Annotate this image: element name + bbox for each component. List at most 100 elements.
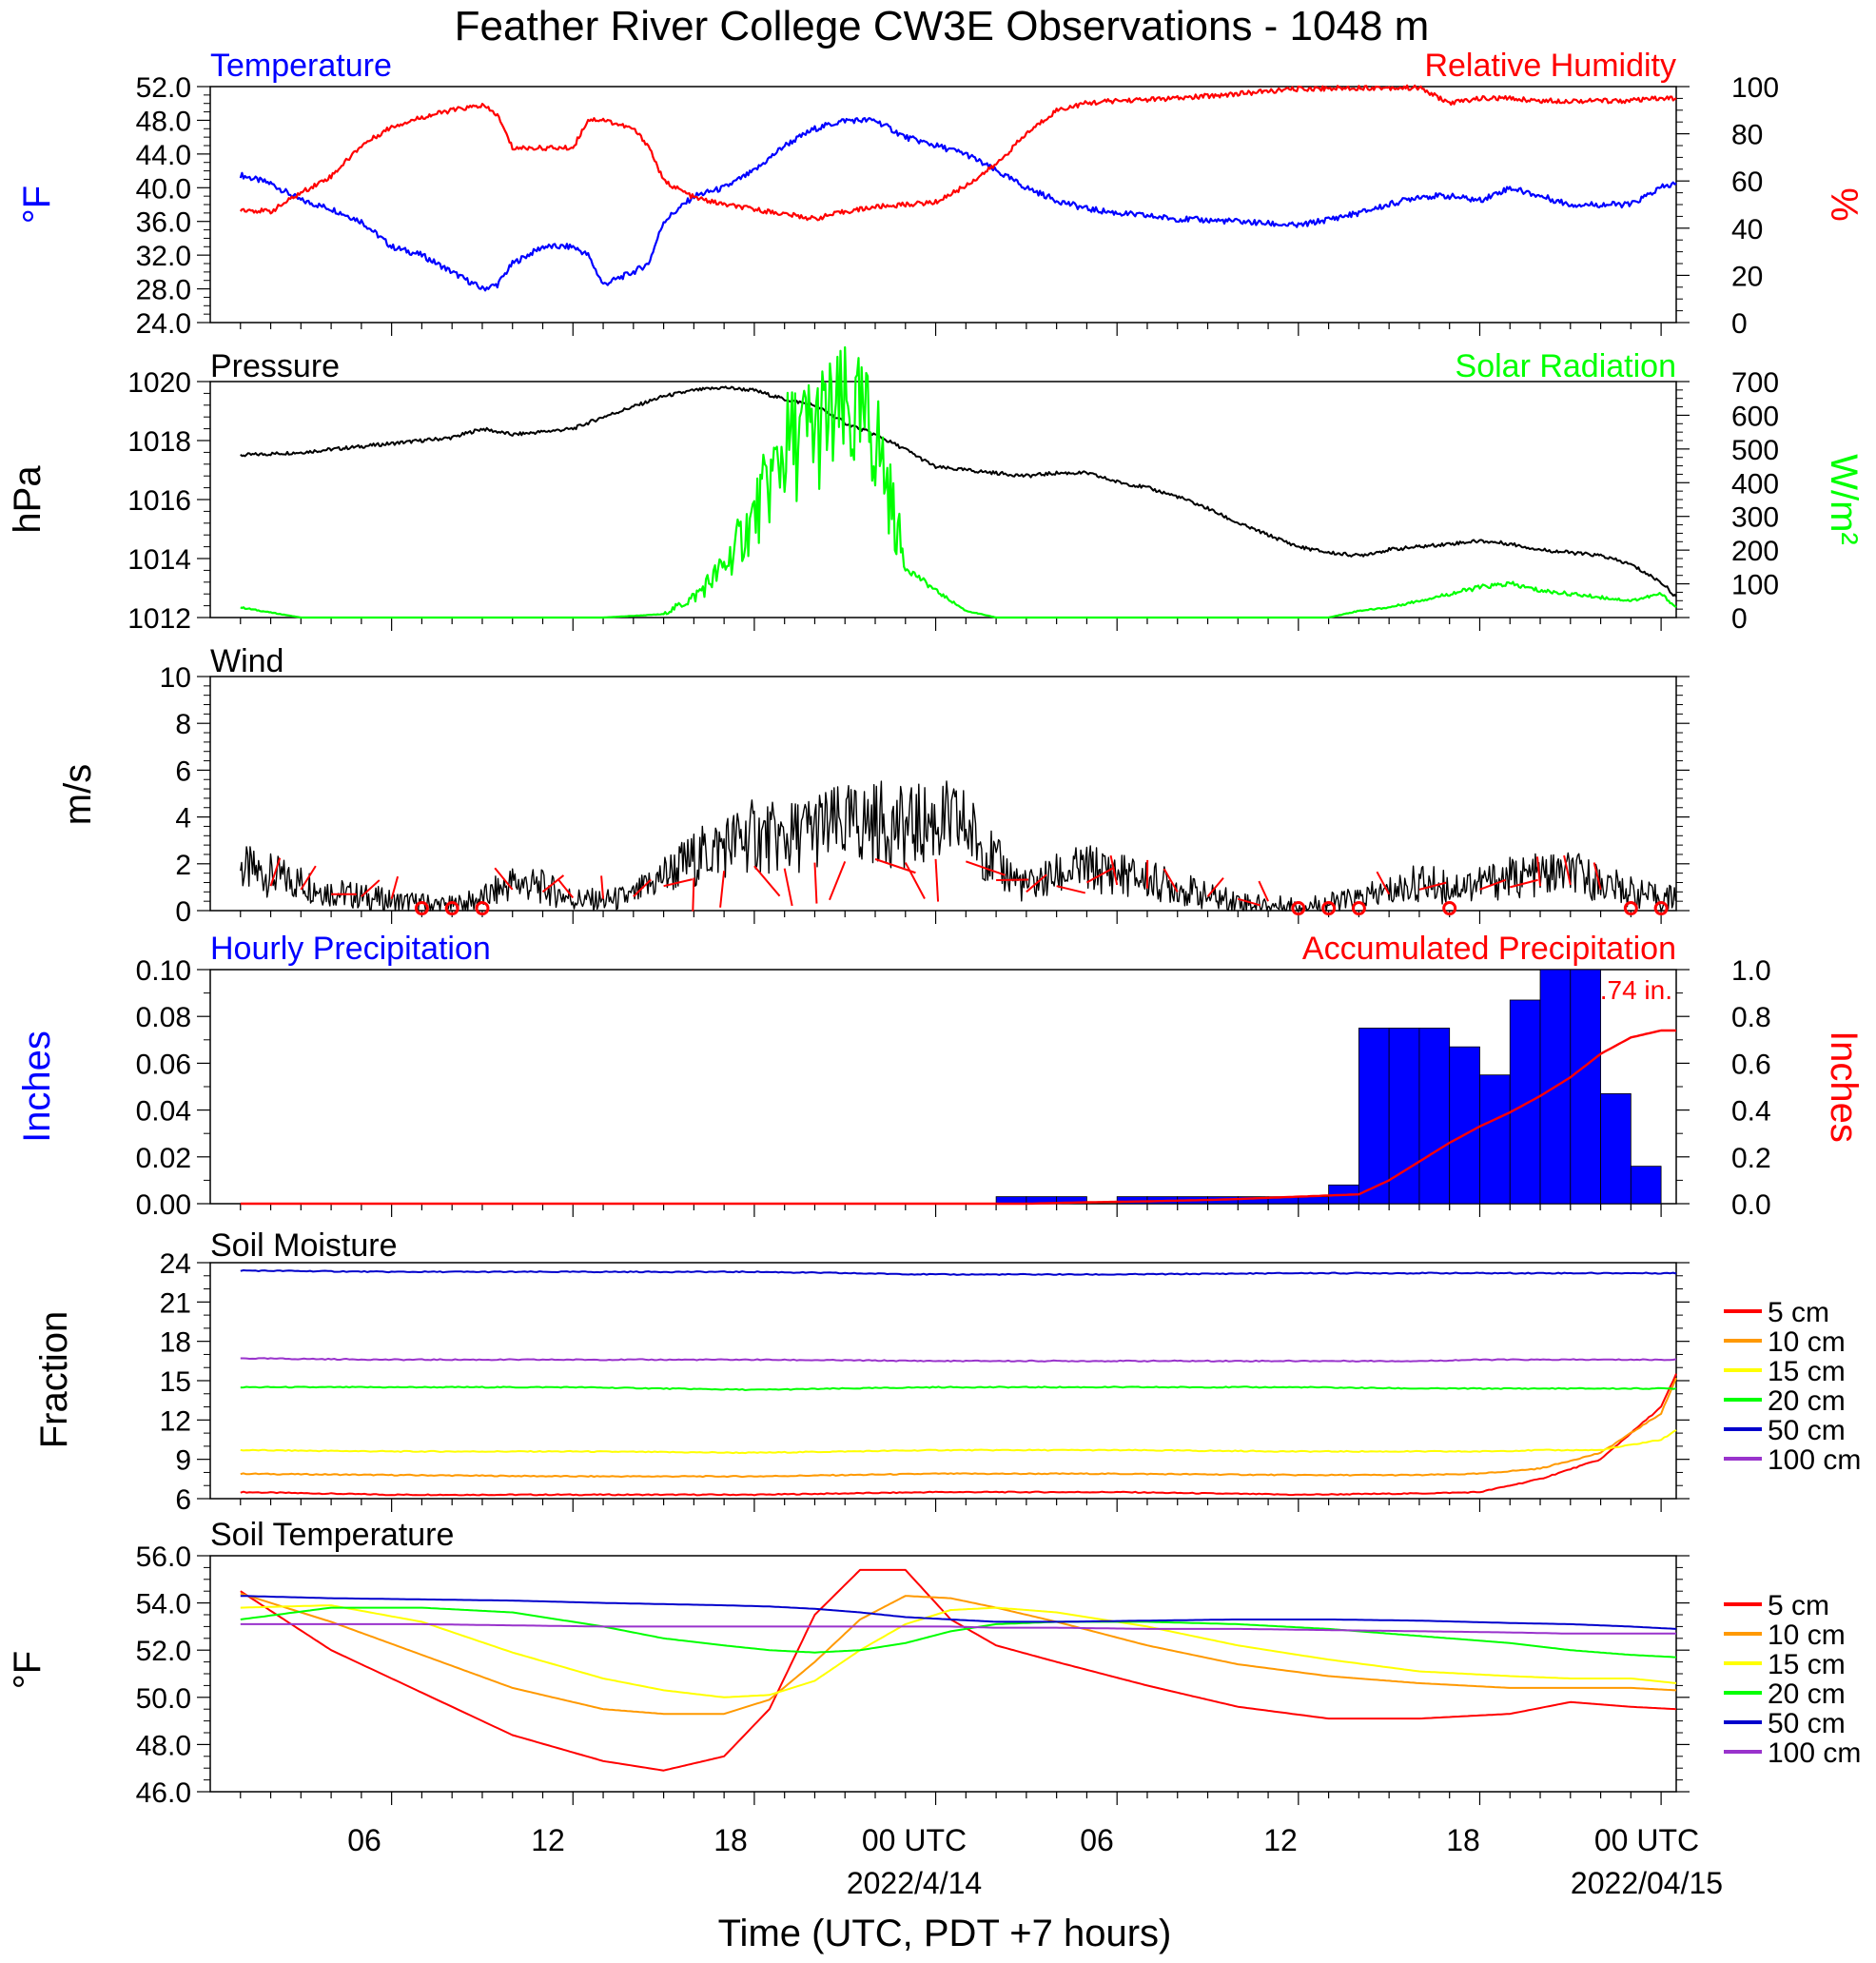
y-tick-label: 18 (160, 1327, 191, 1359)
y-tick-label: 36.0 (136, 207, 191, 239)
y-tick-label: 46.0 (136, 1777, 191, 1809)
rh-line (241, 86, 1676, 221)
solar-radiation-title: Solar Radiation (1456, 348, 1676, 384)
temperature-title: Temperature (210, 48, 392, 84)
y-tick-label: 80 (1731, 120, 1763, 151)
y-tick-label: 6 (175, 1484, 191, 1516)
y-tick-label: 200 (1731, 536, 1779, 567)
y-tick-label: 0.00 (136, 1189, 191, 1221)
precip-bar (1601, 1093, 1632, 1204)
x-tick-label: 12 (1263, 1823, 1298, 1857)
x-date-label: 2022/04/15 (1571, 1866, 1723, 1900)
x-tick-label: 06 (347, 1823, 381, 1857)
soil-moisture-legend-label: 50 cm (1768, 1415, 1846, 1446)
wind-speed-line (241, 781, 1676, 911)
y-tick-label: 15 (160, 1366, 191, 1398)
accum-precip-ylabel: Inches (1823, 1031, 1865, 1143)
precip-bar (1299, 1197, 1329, 1204)
soil-moisture-line (241, 1374, 1676, 1496)
x-axis-label: Time (UTC, PDT +7 hours) (718, 1913, 1172, 1954)
y-tick-label: 6 (175, 756, 191, 787)
y-tick-label: 9 (175, 1445, 191, 1477)
x-tick-label: 12 (531, 1823, 565, 1857)
y-tick-label: 0.4 (1731, 1096, 1771, 1128)
hourly-precip-title: Hourly Precipitation (210, 931, 491, 967)
y-tick-label: 60 (1731, 167, 1763, 198)
wind-barb (996, 879, 1028, 880)
x-tick-label: 00 UTC (1594, 1823, 1699, 1857)
soil-moisture-ylabel: Fraction (33, 1311, 75, 1449)
y-tick-label: 0.2 (1731, 1143, 1771, 1174)
pressure-ylabel: hPa (7, 465, 49, 534)
wind-barb (1479, 880, 1505, 890)
y-tick-label: 20 (1731, 261, 1763, 292)
soil-temperature-ylabel: °F (7, 1651, 49, 1689)
wind-barb (906, 863, 925, 899)
y-tick-label: 56.0 (136, 1541, 191, 1573)
temperature-line (241, 118, 1676, 290)
y-tick-label: 24.0 (136, 308, 191, 340)
y-tick-label: 44.0 (136, 140, 191, 171)
y-tick-label: 4 (175, 803, 191, 834)
accumulated-precip-title: Accumulated Precipitation (1302, 931, 1676, 967)
wind-barb (1259, 881, 1268, 901)
soil-moisture-legend-label: 20 cm (1768, 1385, 1846, 1417)
hourly-precip-ylabel: Inches (16, 1031, 58, 1143)
soil-moisture-legend-label: 10 cm (1768, 1326, 1846, 1358)
y-tick-label: 52.0 (136, 1636, 191, 1667)
pressure-title: Pressure (210, 348, 340, 384)
y-tick-label: 48.0 (136, 1730, 191, 1761)
wind-ylabel: m/s (57, 764, 99, 825)
y-tick-label: 0.10 (136, 955, 191, 987)
plot-frame (210, 382, 1676, 618)
y-tick-label: 0 (1731, 603, 1748, 635)
figure-title: Feather River College CW3E Observations … (455, 3, 1430, 49)
soil-moisture-title: Soil Moisture (210, 1227, 398, 1264)
y-tick-label: 400 (1731, 468, 1779, 500)
soil-temperature-legend-label: 100 cm (1768, 1737, 1861, 1769)
solar-radiation-line (241, 347, 1676, 618)
x-tick-label: 00 UTC (862, 1823, 967, 1857)
y-tick-label: 40.0 (136, 173, 191, 205)
plot-frame (210, 1263, 1676, 1499)
y-tick-label: 48.0 (136, 106, 191, 137)
x-date-label: 2022/4/14 (847, 1866, 982, 1900)
soil-temperature-legend-label: 50 cm (1768, 1708, 1846, 1739)
y-tick-label: 0.06 (136, 1049, 191, 1080)
y-tick-label: 54.0 (136, 1589, 191, 1620)
soil-moisture-legend-label: 5 cm (1768, 1297, 1829, 1328)
y-tick-label: 24 (160, 1248, 191, 1280)
precip-bar (1450, 1047, 1480, 1204)
y-tick-label: 500 (1731, 435, 1779, 466)
y-tick-label: 21 (160, 1287, 191, 1319)
precip-bar (1571, 970, 1601, 1204)
x-tick-label: 06 (1080, 1823, 1114, 1857)
y-tick-label: 0 (1731, 308, 1748, 340)
wind-barb (693, 878, 694, 912)
y-tick-label: 8 (175, 709, 191, 740)
y-tick-label: 0.02 (136, 1143, 191, 1174)
precip-bar (1358, 1029, 1389, 1205)
y-tick-label: 100 (1731, 570, 1779, 601)
y-tick-label: 1016 (127, 485, 191, 517)
y-tick-label: 300 (1731, 502, 1779, 534)
soil-moisture-line (241, 1270, 1676, 1275)
y-tick-label: 32.0 (136, 241, 191, 272)
precip-bar (1419, 1029, 1450, 1205)
soil-temperature-legend-label: 5 cm (1768, 1590, 1829, 1621)
y-tick-label: 0.8 (1731, 1002, 1771, 1033)
pressure-line (241, 386, 1676, 597)
precip-bar (1479, 1075, 1510, 1204)
rh-ylabel: % (1823, 187, 1865, 222)
plot-frame (210, 87, 1676, 323)
wind-barb (720, 871, 724, 908)
soil-temperature-legend-label: 10 cm (1768, 1619, 1846, 1651)
temperature-ylabel: °F (16, 186, 58, 224)
y-tick-label: 1012 (127, 603, 191, 635)
y-tick-label: 52.0 (136, 72, 191, 104)
wind-title: Wind (210, 643, 283, 679)
y-tick-label: 100 (1731, 72, 1779, 104)
y-tick-label: 12 (160, 1405, 191, 1437)
y-tick-label: 28.0 (136, 275, 191, 306)
